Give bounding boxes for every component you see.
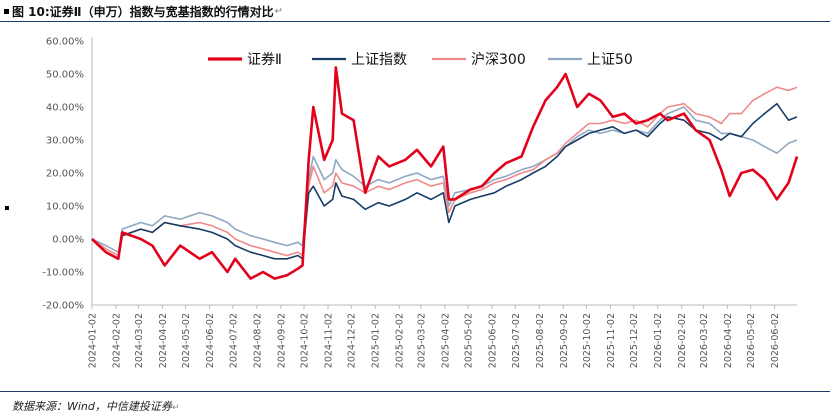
x-tick-label: 2025-10-02 bbox=[582, 313, 593, 368]
x-tick-label: 2024-04-02 bbox=[158, 313, 169, 368]
y-tick-label: -10.00% bbox=[42, 268, 84, 279]
chart-legend: 证券Ⅱ 上证指数 沪深300 上证50 bbox=[208, 52, 633, 68]
x-tick-label: 2026-04-02 bbox=[723, 313, 734, 368]
x-tick-label: 2024-01-02 bbox=[88, 313, 99, 368]
x-tick-label: 2025-12-02 bbox=[629, 313, 640, 368]
series-line-1 bbox=[91, 102, 798, 260]
y-tick-label: 10.00% bbox=[46, 202, 84, 213]
x-tick-label: 2024-08-02 bbox=[252, 313, 263, 368]
source-note: 数据来源：Wind，中信建投证券↵ bbox=[12, 398, 179, 414]
y-tick-label: 50.00% bbox=[46, 70, 84, 81]
bottom-divider bbox=[0, 391, 830, 392]
return-mark-icon: ↵ bbox=[171, 403, 180, 413]
y-tick-label: 60.00% bbox=[46, 37, 84, 48]
series-line-3 bbox=[91, 106, 798, 253]
x-tick-label: 2025-11-02 bbox=[606, 313, 617, 368]
chart: 60.00% 50.00% 40.00% 30.00% 20.00% 10.00% 0.00… bbox=[42, 37, 799, 368]
x-tick-label: 2025-09-02 bbox=[559, 313, 570, 368]
chart-axes: 60.00% 50.00% 40.00% 30.00% 20.00% 10.00% 0.00… bbox=[42, 37, 797, 368]
legend-label-3: 上证50 bbox=[587, 52, 633, 68]
x-tick-label: 2024-10-02 bbox=[300, 313, 311, 368]
return-mark-icon: ↵ bbox=[274, 5, 283, 17]
figure-title-row: 图 10:证券Ⅱ（申万）指数与宽基指数的行情对比 ↵ bbox=[4, 3, 283, 19]
y-tick-label: 40.00% bbox=[46, 103, 84, 114]
x-tick-label: 2024-03-02 bbox=[134, 313, 145, 368]
legend-label-2: 沪深300 bbox=[471, 52, 526, 68]
x-tick-label: 2025-02-02 bbox=[395, 313, 406, 368]
source-text: 数据来源：Wind，中信建投证券 bbox=[12, 400, 172, 413]
x-tick-label: 2024-07-02 bbox=[228, 313, 239, 368]
x-tick-label: 2025-01-02 bbox=[371, 313, 382, 368]
x-tick-label: 2024-06-02 bbox=[205, 313, 216, 368]
series-line-0 bbox=[91, 66, 799, 280]
figure-title: 图 10:证券Ⅱ（申万）指数与宽基指数的行情对比 bbox=[12, 4, 274, 19]
x-tick-label: 2024-11-02 bbox=[324, 313, 335, 368]
legend-label-0: 证券Ⅱ bbox=[247, 52, 282, 68]
x-tick-label: 2024-02-02 bbox=[111, 313, 122, 368]
y-tick-label: 0.00% bbox=[52, 235, 84, 246]
x-tick-label: 2026-06-02 bbox=[770, 313, 781, 368]
x-tick-label: 2026-03-02 bbox=[699, 313, 710, 368]
x-tick-label: 2025-08-02 bbox=[535, 313, 546, 368]
x-tick-label: 2025-06-02 bbox=[488, 313, 499, 368]
top-divider bbox=[0, 21, 830, 22]
x-tick-label: 2025-04-02 bbox=[440, 313, 451, 368]
chart-series bbox=[91, 66, 799, 280]
x-tick-label: 2025-03-02 bbox=[416, 313, 427, 368]
y-tick-label: -20.00% bbox=[42, 301, 84, 312]
y-tick-label: 20.00% bbox=[46, 169, 84, 180]
x-tick-label: 2024-09-02 bbox=[276, 313, 287, 368]
x-tick-label: 2025-07-02 bbox=[511, 313, 522, 368]
paragraph-bullet-icon bbox=[5, 206, 9, 210]
x-tick-label: 2026-01-02 bbox=[653, 313, 664, 368]
y-tick-label: 30.00% bbox=[46, 136, 84, 147]
x-tick-label: 2026-05-02 bbox=[746, 313, 757, 368]
x-tick-label: 2024-05-02 bbox=[181, 313, 192, 368]
series-line-2 bbox=[91, 86, 798, 257]
x-tick-label: 2025-05-02 bbox=[464, 313, 475, 368]
x-tick-label: 2026-02-02 bbox=[677, 313, 688, 368]
x-tick-label: 2024-12-02 bbox=[347, 313, 358, 368]
title-bullet-icon bbox=[4, 8, 9, 14]
legend-label-1: 上证指数 bbox=[351, 52, 407, 68]
